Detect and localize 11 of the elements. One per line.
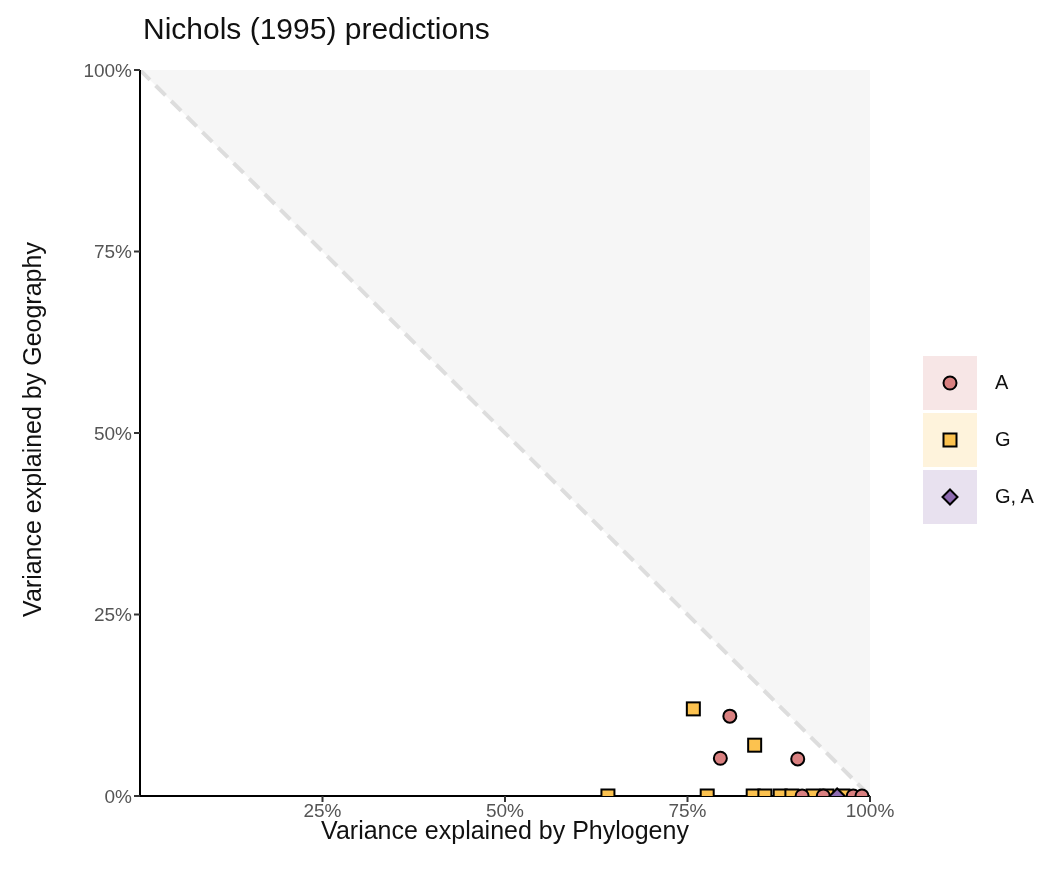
legend-label: G, A [995,485,1034,508]
y-tick-label: 0% [104,785,133,807]
y-tick-label: 75% [93,241,133,263]
x-tick-label: 100% [845,800,895,822]
legend-label: G [995,428,1011,451]
y-tick-label: 50% [93,422,133,444]
y-tick-label: 100% [83,59,133,81]
chart-title: Nichols (1995) predictions [143,12,490,46]
legend-label: A [995,371,1009,394]
y-tick-label: 25% [93,604,133,626]
y-axis-title: Variance explained by Geography [17,241,47,619]
